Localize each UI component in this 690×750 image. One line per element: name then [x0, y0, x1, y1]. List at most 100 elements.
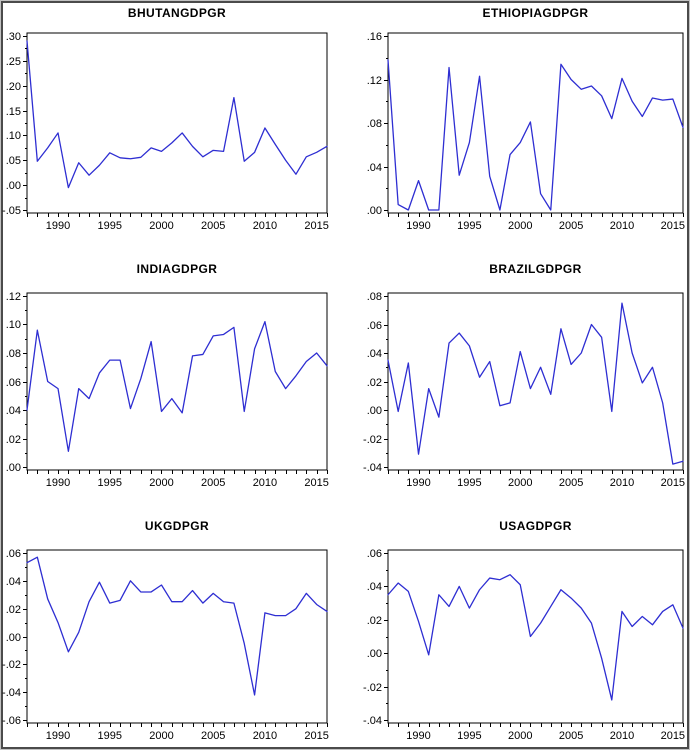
chart-panel-india: INDIAGDPGR .12 .10 .08 .06 .04 .02 .00 1990 1995…	[3, 250, 345, 500]
y-tick-label: .00	[367, 648, 382, 660]
x-tick-label: 2005	[559, 730, 583, 742]
x-tick-label: 2005	[559, 477, 583, 489]
y-tick-label: -.02	[363, 434, 382, 446]
y-tick-label: .04	[367, 348, 382, 360]
y-tick-label: .08	[367, 291, 382, 303]
data-series-line	[26, 321, 328, 452]
y-tick-label: -.06	[2, 715, 21, 727]
x-tick-label: 2015	[304, 220, 328, 232]
chart-panel-bhutan: BHUTANGDPGR .30 .25 .20 .15 .10 .05 .00 -.05 199…	[2, 3, 345, 250]
chart-title: INDIAGDPGR	[136, 262, 218, 276]
x-tick-label: 2015	[661, 730, 685, 742]
x-tick-label: 1995	[98, 220, 122, 232]
x-tick-label: 2000	[149, 220, 173, 232]
x-tick-label: 2005	[201, 220, 225, 232]
x-tick-label: 2000	[508, 477, 532, 489]
chart-panel-uk: UKGDPGR .06 .04 .02 .00 -.02 -.04 -.06 1990 1995…	[2, 500, 345, 747]
y-tick-label: .12	[6, 291, 21, 303]
x-tick-label: 1990	[406, 220, 430, 232]
data-series-line	[387, 574, 684, 701]
y-tick-label: .04	[367, 581, 382, 593]
x-tick-label: 1990	[46, 477, 70, 489]
x-tick-label: 2015	[661, 220, 685, 232]
x-tick-label: 1990	[46, 220, 70, 232]
x-tick-label: 2005	[201, 477, 225, 489]
line-chart-svg: .12 .10 .08 .06 .04 .02 .00 1990 1995 2000 2005 201…	[6, 291, 329, 489]
x-tick-label: 2010	[253, 477, 277, 489]
plot-frame	[26, 549, 328, 724]
y-tick-label: .08	[6, 348, 21, 360]
y-tick-label: .30	[6, 31, 21, 43]
line-chart-svg: .06 .04 .02 .00 -.02 -.04 -.06 1990 1995 2000 2005…	[2, 548, 329, 742]
data-series-line	[26, 556, 328, 696]
y-tick-label: .00	[6, 462, 21, 474]
plot-frame	[26, 32, 328, 214]
x-tick-label: 2010	[253, 730, 277, 742]
y-tick-label: -.02	[2, 659, 21, 671]
x-tick-label: 2000	[508, 730, 532, 742]
y-tick-label: .00	[6, 632, 21, 644]
x-tick-label: 1990	[46, 730, 70, 742]
y-tick-label: .15	[6, 106, 21, 118]
chart-title: UKGDPGR	[144, 519, 210, 533]
x-tick-label: 2015	[304, 730, 328, 742]
y-tick-label: .06	[367, 548, 382, 560]
y-tick-label: .00	[6, 180, 21, 192]
y-tick-label: .04	[6, 405, 21, 417]
y-tick-label: .25	[6, 56, 21, 68]
y-tick-label: .04	[6, 576, 21, 588]
y-tick-label: .00	[367, 205, 382, 217]
y-tick-label: .02	[6, 434, 21, 446]
x-tick-label: 2015	[304, 477, 328, 489]
x-tick-label: 2000	[149, 730, 173, 742]
y-tick-label: .06	[6, 548, 21, 560]
line-chart-svg: .30 .25 .20 .15 .10 .05 .00 -.05 1990 1995 2000 200…	[2, 31, 329, 232]
y-tick-label: .06	[367, 320, 382, 332]
y-tick-label: .08	[367, 118, 382, 130]
x-tick-label: 1995	[457, 220, 481, 232]
plot-frame	[387, 292, 684, 471]
x-tick-label: 2015	[661, 477, 685, 489]
plot-frame	[387, 32, 684, 214]
line-chart-svg: .06 .04 .02 .00 -.02 -.04 1990 1995 2000 2005 2010…	[363, 548, 685, 742]
x-tick-label: 1995	[98, 477, 122, 489]
y-tick-label: .02	[6, 604, 21, 616]
chart-panel-ethiopia: ETHIOPIAGDPGR .16 .12 .08 .04 .00 1990 1995 200…	[345, 3, 687, 250]
x-tick-label: 2000	[149, 477, 173, 489]
x-tick-label: 1995	[457, 477, 481, 489]
y-tick-label: .20	[6, 81, 21, 93]
y-tick-label: .00	[367, 405, 382, 417]
line-chart-svg: .16 .12 .08 .04 .00 1990 1995 2000 2005 2010 2015	[367, 31, 685, 232]
x-tick-label: 2000	[508, 220, 532, 232]
y-tick-label: -.04	[363, 715, 382, 727]
y-tick-label: -.05	[2, 205, 21, 217]
x-tick-label: 2010	[610, 220, 634, 232]
chart-title: BHUTANGDPGR	[127, 6, 227, 20]
x-tick-label: 1990	[406, 730, 430, 742]
y-tick-label: .12	[367, 75, 382, 87]
chart-panel-brazil: BRAZILGDPGR .08 .06 .04 .02 .00 -.02 -.04 1990 1…	[345, 250, 687, 500]
y-tick-label: .10	[6, 130, 21, 142]
x-tick-label: 1995	[98, 730, 122, 742]
x-tick-label: 2005	[201, 730, 225, 742]
plot-frame	[26, 292, 328, 471]
y-tick-label: -.04	[2, 687, 21, 699]
x-tick-label: 2010	[610, 730, 634, 742]
chart-title: ETHIOPIAGDPGR	[482, 6, 589, 20]
y-tick-label: .10	[6, 319, 21, 331]
chart-title: BRAZILGDPGR	[489, 262, 582, 276]
x-tick-label: 2010	[253, 220, 277, 232]
y-tick-label: -.02	[363, 682, 382, 694]
data-series-line	[387, 302, 684, 465]
y-tick-label: .04	[367, 162, 382, 174]
data-series-line	[387, 59, 684, 211]
plot-frame	[387, 549, 684, 724]
chart-panel-usa: USAGDPGR .06 .04 .02 .00 -.02 -.04 1990 1995 200…	[345, 500, 687, 747]
y-tick-label: .05	[6, 155, 21, 167]
x-tick-label: 2010	[610, 477, 634, 489]
line-chart-svg: .08 .06 .04 .02 .00 -.02 -.04 1990 1995 2000 2005 2…	[363, 291, 685, 489]
x-tick-label: 2005	[559, 220, 583, 232]
x-tick-label: 1990	[406, 477, 430, 489]
y-tick-label: .16	[367, 31, 382, 43]
